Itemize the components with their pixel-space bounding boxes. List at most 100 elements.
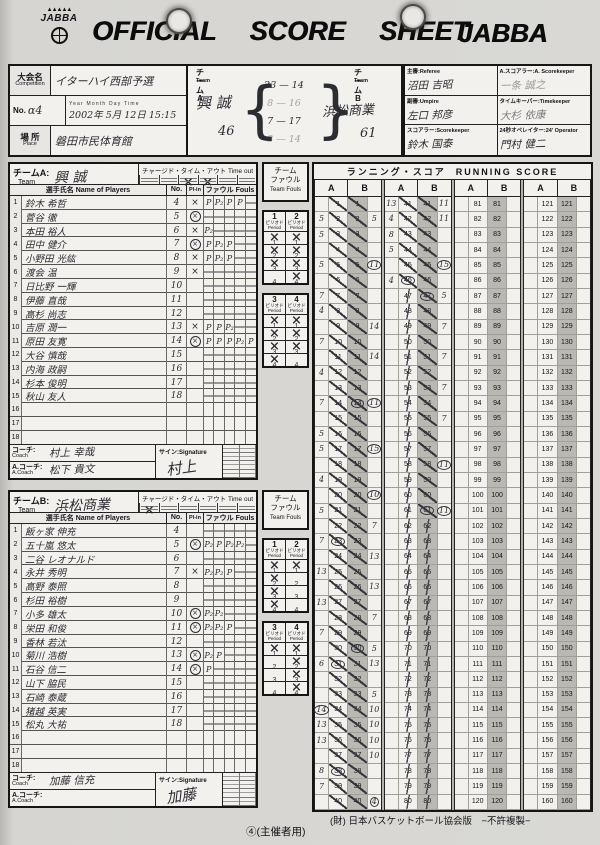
circled-x-mark: × — [189, 335, 201, 347]
score-player-note-cell — [315, 549, 329, 564]
quarter-scores: 23—14 8—16 7—17 8—14 — [254, 76, 314, 148]
foul-mark: P₂ — [225, 540, 234, 550]
score-player-note-cell — [455, 426, 469, 442]
running-score-row: 13 27 27 — [315, 595, 381, 611]
score-player-note-cell — [455, 380, 469, 396]
running-score-row: 137 137 — [524, 442, 590, 458]
player-in-mark — [187, 523, 204, 538]
foul-cell — [224, 223, 236, 238]
foul-cell — [204, 675, 215, 690]
running-score-number: 96 — [473, 430, 482, 438]
quarter-b-score: 17 — [288, 115, 301, 127]
x-mark: × — [191, 322, 199, 333]
score-player-note-cell — [507, 228, 520, 242]
row-index: 4 — [10, 237, 22, 252]
running-score-number: 106 — [491, 583, 503, 591]
foul-count-cell: 2 × — [264, 572, 286, 588]
running-score-number: 52 — [423, 369, 432, 377]
running-score-a-cell: 33 — [329, 687, 349, 703]
period-header-cell: 4 ピリオド Period — [286, 295, 307, 314]
foul-cell — [225, 403, 236, 417]
foul-count-row: 4 4 × — [264, 681, 307, 697]
number-date-row: No. α4 Year Month Day Time 2002年 5月 12日 … — [10, 96, 186, 126]
running-score-row: 30 30 5 — [315, 641, 381, 657]
running-score-a-cell: 66 — [398, 580, 419, 595]
grid-cell — [239, 772, 256, 782]
timeout-x-mark: × — [182, 175, 194, 190]
logo-crown-icon: ▲▲▲▲▲ — [46, 7, 73, 13]
running-score-number: 29 — [334, 629, 343, 637]
running-score-number: 148 — [560, 614, 573, 622]
running-score-b-cell: 158 — [557, 764, 577, 779]
score-player-note-cell — [577, 228, 590, 242]
period-number: 4 — [294, 295, 299, 304]
grid-cell — [239, 797, 256, 806]
score-player-note-cell — [315, 794, 329, 810]
running-score-row: 8 38 38 — [315, 764, 381, 780]
running-score-number: 39 — [353, 783, 362, 791]
running-score-b-cell: 152 — [557, 672, 577, 687]
running-score-number: 16 — [334, 430, 343, 438]
running-score-a-cell: 64 — [398, 549, 419, 565]
running-score-a-cell: 51 — [398, 350, 419, 365]
running-score-number: 121 — [541, 200, 554, 208]
running-score-number: 130 — [560, 338, 573, 346]
running-score-number: 26 — [353, 583, 362, 591]
period-number: 1 — [272, 540, 277, 549]
running-score-b-cell: 63 — [418, 534, 438, 549]
foul-cell — [214, 717, 225, 732]
foul-cell — [214, 745, 225, 758]
official-label: A.スコアラー:A. Scorekeeper — [499, 69, 575, 75]
running-score-number: 127 — [560, 292, 573, 300]
running-score-number: 57 — [423, 445, 432, 453]
foul-x-mark: × — [269, 352, 280, 367]
score-player-note-cell — [507, 550, 520, 564]
running-score-number: 53 — [423, 384, 432, 392]
running-score-number: 54 — [423, 399, 432, 407]
running-score-a-cell: 74 — [398, 702, 419, 718]
player-number — [167, 403, 187, 417]
row-index: 7 — [10, 278, 22, 293]
running-score-number: 153 — [541, 691, 554, 699]
running-score-row: 154 154 — [524, 702, 590, 719]
running-score-b-cell: 138 — [557, 457, 577, 472]
foul-cell — [224, 265, 236, 280]
foul-cell — [245, 675, 256, 690]
running-score-row: 80 80 — [384, 794, 451, 811]
score-player-note-cell — [577, 488, 590, 502]
score-player-note-cell: 13 — [368, 580, 381, 594]
score-player-note-cell — [385, 258, 399, 273]
player-name: 菅谷 徹 — [22, 209, 167, 224]
running-score-a-cell: 77 — [398, 748, 419, 764]
team-fouls-label-jp2: ファウル — [270, 503, 301, 513]
running-score-number: 6 — [355, 277, 360, 285]
score-player-note-cell — [385, 595, 399, 610]
score-player-note-cell — [368, 779, 381, 793]
running-score-number: 9 — [355, 323, 360, 331]
running-score-a-cell: 94 — [469, 396, 488, 411]
score-player-note-cell: 8 — [315, 764, 329, 779]
foul-mark: P₂ — [204, 226, 213, 236]
running-score-b-cell: 156 — [557, 733, 577, 748]
running-score-row: 97 97 — [454, 442, 521, 458]
score-player-note-cell — [368, 504, 381, 518]
running-score-number: 30 — [334, 645, 343, 653]
running-score-number: 154 — [560, 706, 573, 714]
grid-cell — [239, 444, 256, 454]
running-score-a-cell: 25 — [329, 564, 349, 580]
running-score-number: 66 — [404, 583, 412, 591]
team-a-signature-box: サイン:Signature 村上 — [156, 444, 223, 479]
running-score-row: 127 127 — [524, 288, 590, 305]
running-score-a-cell: 20 — [329, 488, 349, 503]
score-player-note-cell — [438, 550, 451, 564]
running-score-number: 127 — [541, 292, 554, 300]
running-score-row: 58 58 11 — [384, 457, 452, 473]
running-score-number: 14 — [350, 398, 365, 408]
running-score-row: 89 89 — [454, 319, 521, 335]
timeout-x-mark: × — [143, 503, 155, 518]
foul-cell — [245, 361, 256, 376]
player-in-mark — [187, 703, 204, 718]
column-b-header: B — [361, 183, 368, 193]
running-score-a-cell: 13 — [329, 380, 349, 396]
